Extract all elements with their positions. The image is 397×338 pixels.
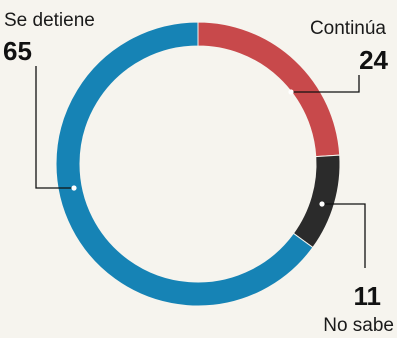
slice-label-no-sabe: No sabe <box>323 315 394 336</box>
slice-value-no-sabe: 11 <box>354 281 382 311</box>
donut-slices <box>55 21 341 307</box>
slice-value-continua: 24 <box>359 45 388 75</box>
leader-line-se-detiene <box>35 66 74 189</box>
slice-label-se-detiene: Se detiene <box>4 10 95 31</box>
leader-dot-no-sabe <box>319 201 325 207</box>
slice-label-continua: Continúa <box>310 18 386 39</box>
leader-line-continua <box>291 75 360 93</box>
leader-dot-continua <box>288 89 294 95</box>
leader-dot-se-detiene <box>71 185 77 191</box>
leader-line-no-sabe <box>322 203 366 268</box>
donut-slice-se-detiene <box>55 21 314 307</box>
slice-value-se-detiene: 65 <box>3 36 32 66</box>
